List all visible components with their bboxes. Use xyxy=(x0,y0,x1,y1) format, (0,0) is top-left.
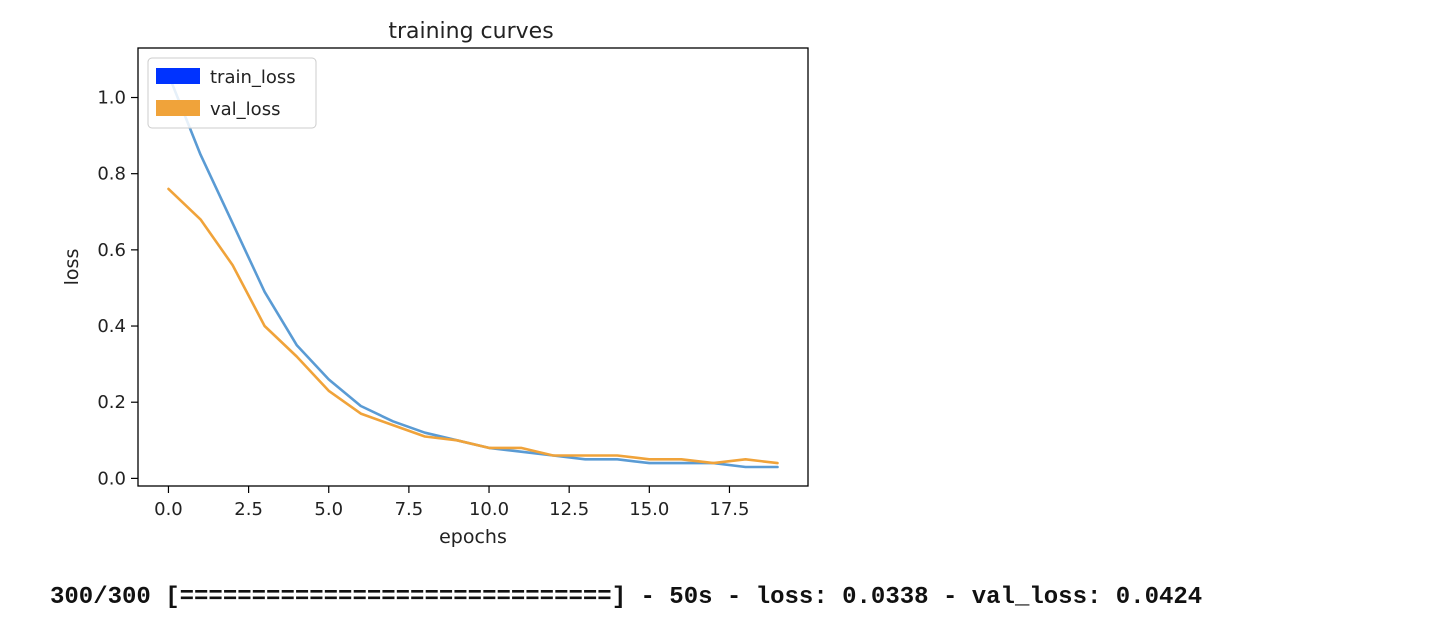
x-tick-label: 12.5 xyxy=(549,499,589,520)
val_loss-line xyxy=(167,187,779,465)
chart-title: training curves xyxy=(388,19,553,44)
x-axis-ticks: 0.0 2.5 5.0 7.5 10.0 12.5 15.0 17.5 xyxy=(154,486,749,520)
y-tick-label: 0.2 xyxy=(97,392,126,413)
y-tick-label: 0.0 xyxy=(97,468,126,489)
x-tick-label: 0.0 xyxy=(154,499,183,520)
x-tick-label: 15.0 xyxy=(629,499,669,520)
y-axis-label: loss xyxy=(61,249,83,286)
x-axis-label: epochs xyxy=(439,526,507,548)
series-lines xyxy=(167,73,779,469)
y-tick-label: 0.8 xyxy=(97,164,126,185)
legend-label: val_loss xyxy=(210,99,280,120)
train_loss-legend-swatch xyxy=(156,68,200,84)
x-tick-label: 7.5 xyxy=(395,499,424,520)
y-tick-label: 0.6 xyxy=(97,240,126,261)
x-tick-label: 10.0 xyxy=(469,499,509,520)
x-tick-label: 17.5 xyxy=(709,499,749,520)
y-axis-ticks: 0.0 0.2 0.4 0.6 0.8 1.0 xyxy=(97,88,138,489)
val_loss-legend-swatch xyxy=(156,100,200,116)
legend: train_loss val_loss xyxy=(147,57,317,129)
y-tick-label: 0.4 xyxy=(97,316,126,337)
training-curves-chart: training curves 0.0 2.5 5.0 7.5 10.0 12.5 15.0… xyxy=(61,19,809,548)
y-tick-label: 1.0 xyxy=(97,88,126,109)
legend-label: train_loss xyxy=(210,67,296,88)
x-tick-label: 5.0 xyxy=(314,499,343,520)
x-tick-label: 2.5 xyxy=(234,499,263,520)
training-progress-status: 300/300 [==============================]… xyxy=(50,584,1203,611)
